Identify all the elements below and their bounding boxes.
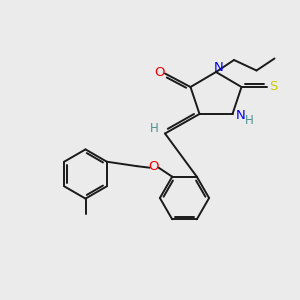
Text: H: H — [150, 122, 159, 136]
Text: O: O — [154, 65, 165, 79]
Text: N: N — [236, 109, 246, 122]
Text: H: H — [244, 114, 253, 127]
Text: S: S — [269, 80, 277, 94]
Text: O: O — [148, 160, 159, 173]
Text: N: N — [214, 61, 223, 74]
